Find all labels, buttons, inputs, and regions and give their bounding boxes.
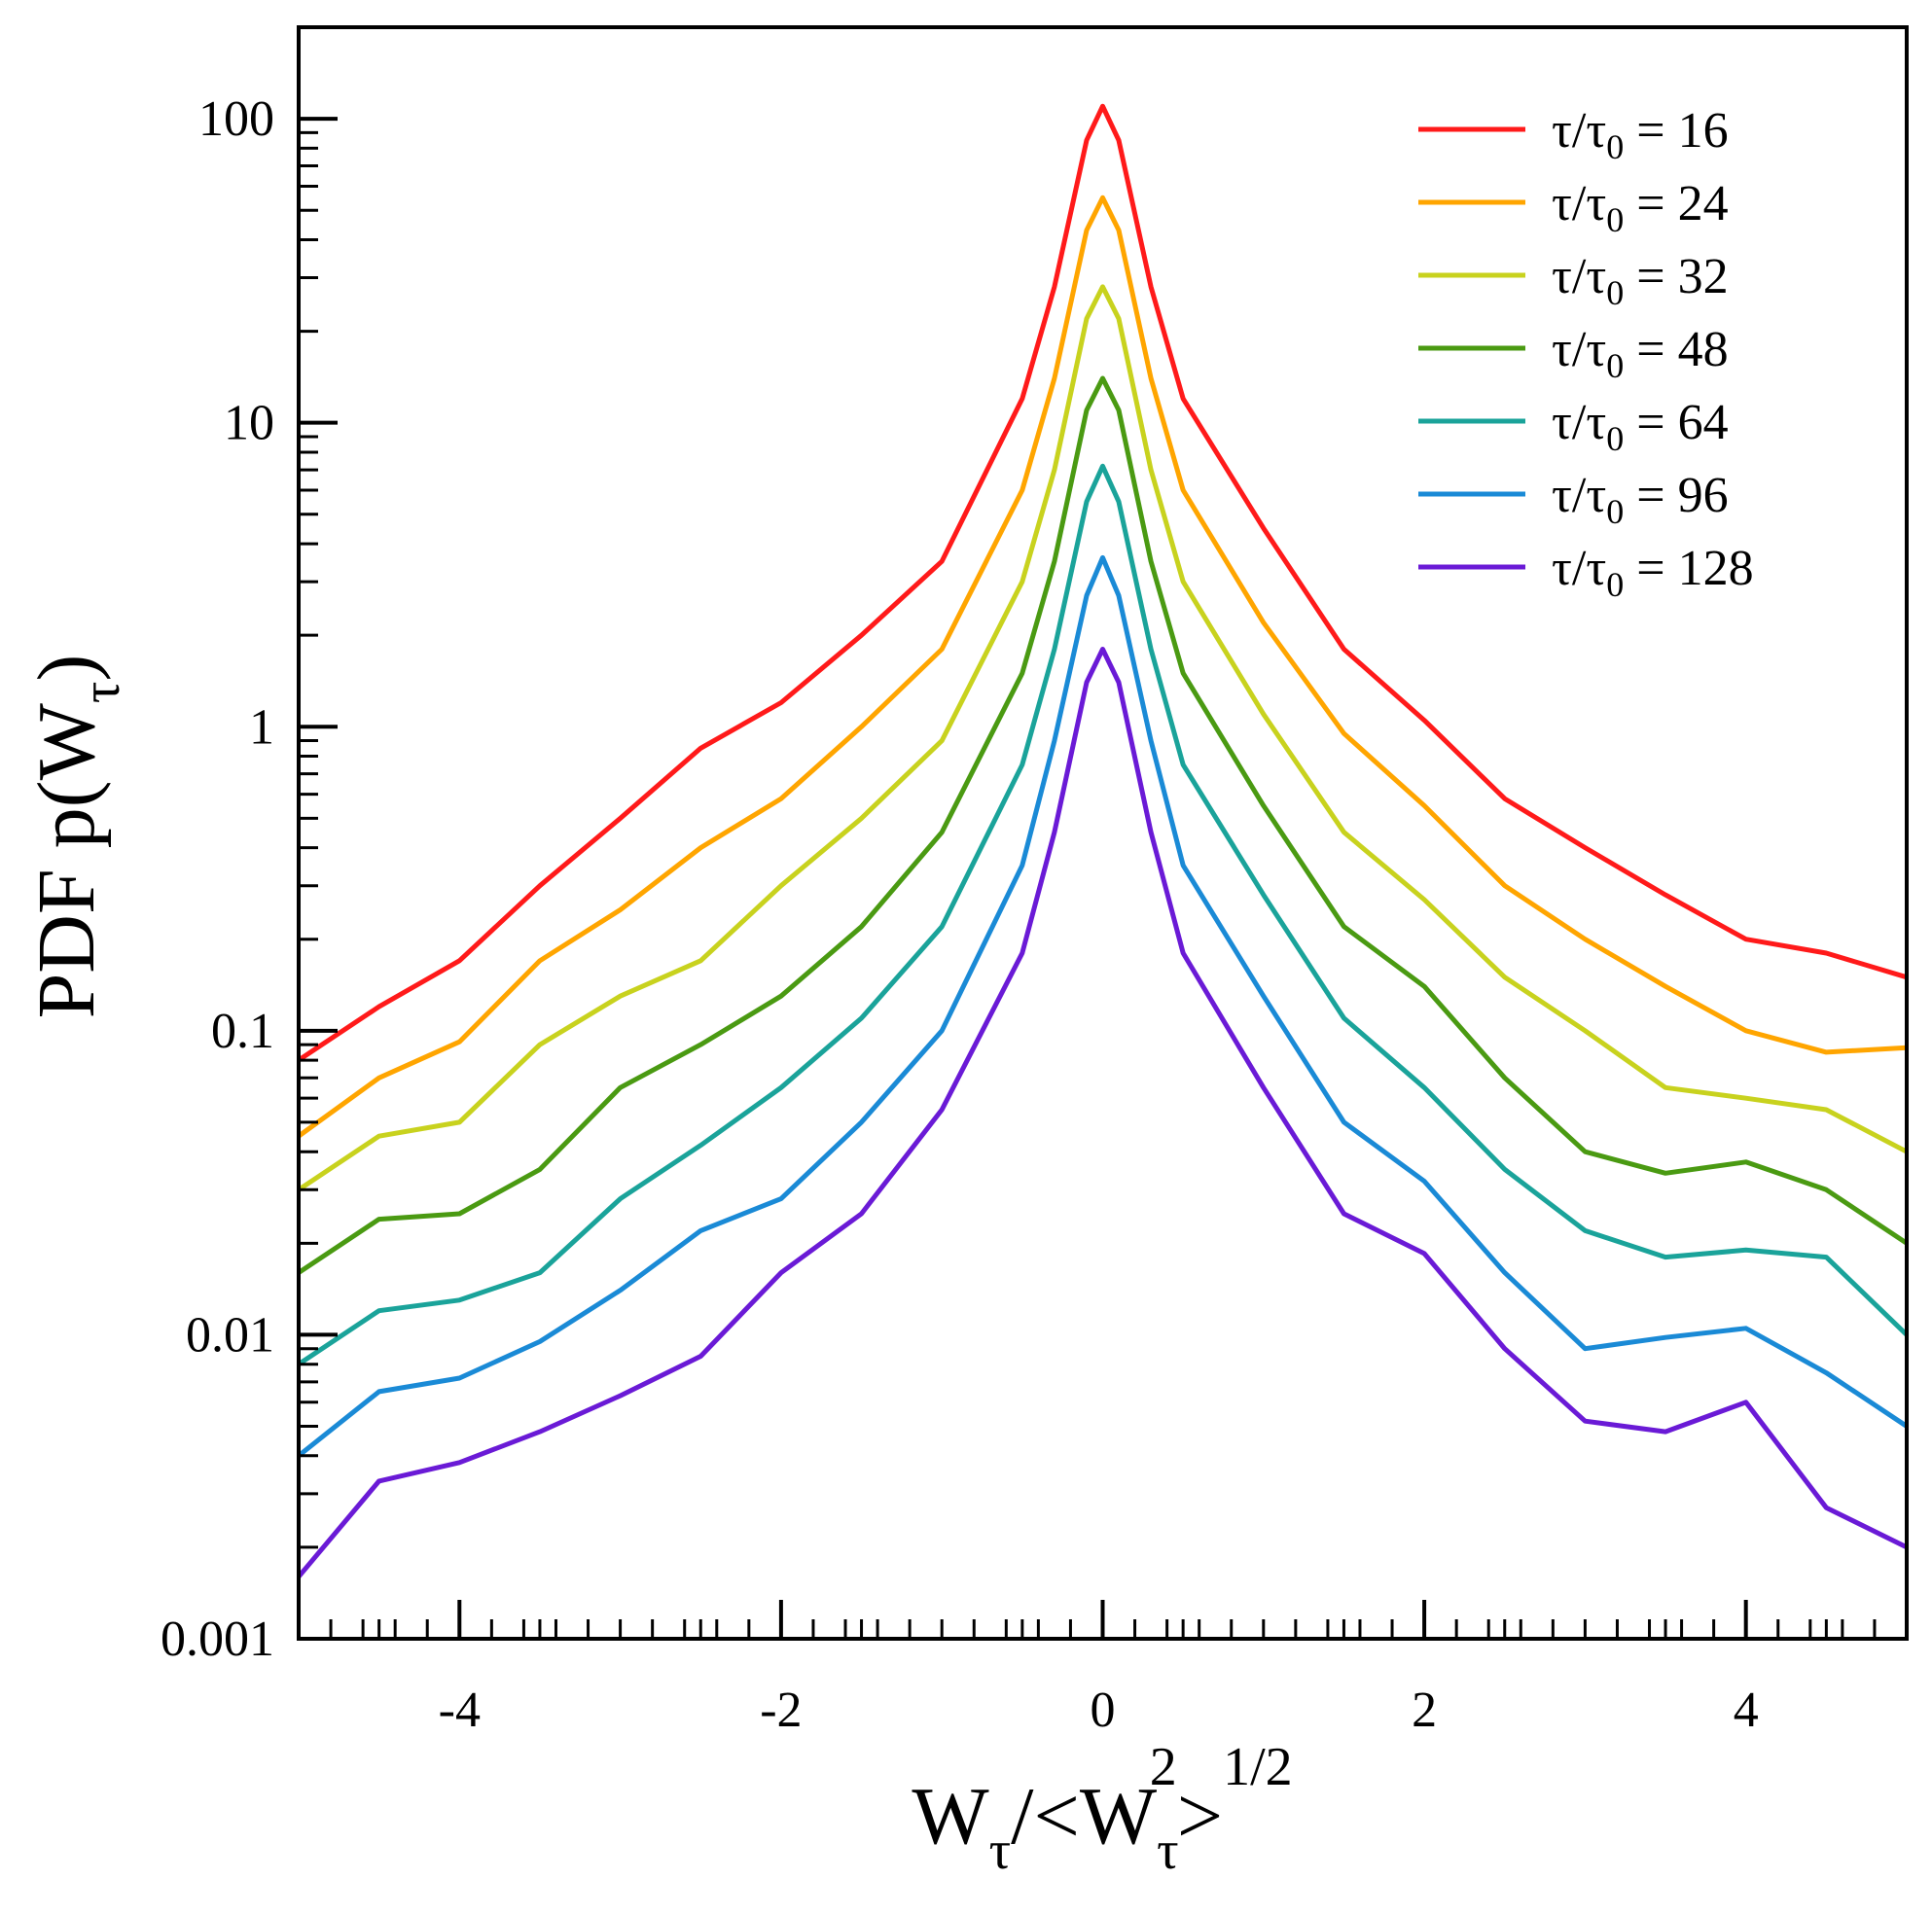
series-line-24 — [297, 195, 1908, 1139]
series-line-32 — [297, 284, 1909, 1192]
series-line-16 — [297, 103, 1908, 1063]
x-tick-label: 2 — [1412, 1683, 1437, 1738]
legend-label-32: τ/τ0 = 32 — [1552, 249, 1729, 312]
y-axis-title: PDF p(Wτ) — [21, 655, 131, 1019]
y-tick-label: 0.01 — [186, 1307, 274, 1363]
series-line-48 — [297, 375, 1909, 1275]
legend-label-64: τ/τ0 = 64 — [1552, 395, 1729, 458]
x-tick-label: -4 — [439, 1683, 481, 1738]
legend-label-16: τ/τ0 = 16 — [1552, 103, 1729, 166]
y-tick-label: 0.1 — [211, 1004, 274, 1059]
x-tick-label: 4 — [1734, 1683, 1759, 1738]
x-axis-title: Wτ/<Wτ2>1/2 — [912, 1737, 1292, 1881]
legend: τ/τ0 = 16 τ/τ0 = 24 τ/τ0 = 32 τ/τ0 = 48 τ/τ0… — [1418, 103, 1754, 604]
legend-label-24: τ/τ0 = 24 — [1552, 176, 1729, 239]
series-layer — [297, 103, 1909, 1578]
y-tick-label: 1 — [249, 699, 274, 755]
legend-label-48: τ/τ0 = 48 — [1552, 322, 1729, 385]
x-axis-ticks: -4 -2 0 2 4 — [329, 1600, 1877, 1738]
legend-label-96: τ/τ0 = 96 — [1552, 468, 1729, 531]
y-tick-label: 0.001 — [161, 1612, 274, 1667]
y-axis-ticks: 0.001 0.01 0.1 1 10 100 — [161, 25, 338, 1667]
series-line-128 — [297, 647, 1909, 1578]
y-tick-label: 100 — [198, 91, 274, 147]
legend-label-128: τ/τ0 = 128 — [1552, 541, 1754, 604]
x-tick-label: -2 — [760, 1683, 802, 1738]
series-line-64 — [297, 463, 1909, 1366]
y-tick-label: 10 — [224, 396, 274, 451]
series-line-96 — [297, 554, 1909, 1458]
x-tick-label: 0 — [1091, 1683, 1116, 1738]
